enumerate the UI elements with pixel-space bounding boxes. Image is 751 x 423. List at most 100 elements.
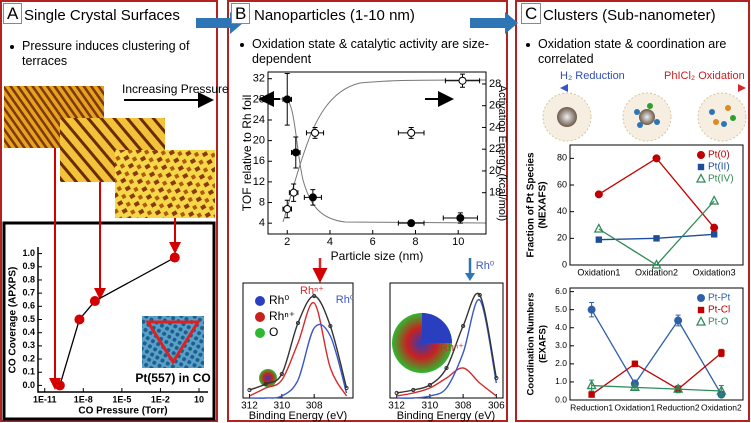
axis-line xyxy=(37,247,208,393)
data-point xyxy=(283,95,292,104)
legend-label: Pt(IV) xyxy=(708,174,734,185)
x-tick-label: 306 xyxy=(488,401,505,412)
x-tick-label: 308 xyxy=(306,401,323,412)
series-line xyxy=(396,292,498,394)
x-tick-label: 312 xyxy=(241,401,258,412)
y2-axis-label: Activation Energy (kcal/mol) xyxy=(496,85,508,221)
data-point xyxy=(477,292,482,298)
x-tick-label: Oxidation3 xyxy=(693,267,736,277)
annotation: Pt(557) in CO xyxy=(135,371,210,385)
x-tick-label: 1E-5 xyxy=(112,394,131,404)
x-tick-label: Oxidation2 xyxy=(701,402,742,412)
data-point xyxy=(456,214,465,223)
annotation: Rhⁿ⁺ xyxy=(300,285,324,297)
y-tick-label: 80 xyxy=(557,153,567,163)
y2-tick-label: 28 xyxy=(489,78,501,90)
data-point xyxy=(494,375,499,381)
data-point xyxy=(407,128,416,137)
data-point xyxy=(344,385,349,391)
x-axis-label: Particle size (nm) xyxy=(331,249,424,263)
data-point xyxy=(291,148,300,157)
x-tick-label: 10 xyxy=(194,394,204,404)
data-point xyxy=(312,293,317,299)
y-axis-label: Fraction of Pt Species xyxy=(526,152,537,257)
series-line xyxy=(591,309,722,395)
y-tick-label: 1.0 xyxy=(22,248,35,258)
x-tick-label: 10 xyxy=(452,236,464,248)
chart: 0 20 40 60 80 Oxidation1 Oxidation2 Oxidation3 F… xyxy=(526,144,744,277)
legend-label: Pt-Cl xyxy=(708,305,730,316)
legend-label: Pt-Pt xyxy=(708,293,730,304)
y-tick-label: 3.0 xyxy=(555,340,567,350)
x-tick-label: 2 xyxy=(284,236,290,248)
x-tick-label: 6 xyxy=(370,236,376,248)
data-point xyxy=(710,231,718,238)
legend-marker xyxy=(697,163,705,171)
fit-curve xyxy=(273,98,487,224)
series-line xyxy=(591,384,722,392)
x-tick-label: 310 xyxy=(422,401,439,412)
y-axis-label: CO Coverage (APXPS) xyxy=(8,267,19,374)
panel-label: A xyxy=(3,3,23,24)
y-tick-label: 20 xyxy=(557,233,567,243)
y-axis-label: (EXAFS) xyxy=(538,325,549,363)
data-point xyxy=(308,193,317,202)
y2-tick-label: 24 xyxy=(489,121,501,133)
y-tick-label: 2.0 xyxy=(555,358,567,368)
panel-title: Single Crystal Surfaces xyxy=(24,7,180,24)
y2-tick-label: 20 xyxy=(489,165,501,177)
data-point xyxy=(411,387,416,393)
x-tick-label: 312 xyxy=(388,401,405,412)
series-line xyxy=(598,200,715,266)
y-tick-label: 4 xyxy=(259,217,265,229)
data-point xyxy=(718,349,725,357)
legend-marker xyxy=(255,312,265,322)
y2-tick-label: 22 xyxy=(489,143,501,155)
data-point xyxy=(652,154,661,163)
data-point xyxy=(709,195,720,205)
data-point xyxy=(710,223,719,232)
y-tick-label: 40 xyxy=(557,206,567,216)
panel-c-border xyxy=(515,0,750,422)
panel-title: Clusters (Sub-nanometer) xyxy=(543,7,716,24)
y-tick-label: 0.5 xyxy=(22,314,35,324)
data-point xyxy=(458,76,467,85)
y-tick-label: 0.4 xyxy=(22,327,35,337)
x-axis-label: CO Pressure (Torr) xyxy=(78,406,167,417)
redox-arrow-head xyxy=(738,84,746,92)
series-line xyxy=(249,295,348,391)
legend-label: Rhⁿ⁺ xyxy=(269,309,295,323)
legend-marker xyxy=(255,328,265,338)
series-line xyxy=(591,352,722,396)
legend-label: Rh⁰ xyxy=(269,293,289,307)
y2-tick-label: 18 xyxy=(489,187,501,199)
data-point xyxy=(279,371,284,377)
legend-label: Pt(II) xyxy=(708,162,730,173)
y-tick-label: 0.6 xyxy=(22,301,35,311)
legend-label: O xyxy=(269,325,278,339)
data-point xyxy=(328,323,333,329)
y-tick-label: 0 xyxy=(562,259,567,269)
cluster-outline xyxy=(145,320,201,365)
annotation: Rhⁿ⁺ xyxy=(440,342,464,354)
data-point xyxy=(295,320,301,326)
y-tick-label: 1.0 xyxy=(555,376,567,386)
data-point xyxy=(674,316,683,325)
data-point xyxy=(394,390,399,396)
nanoparticle xyxy=(259,369,277,387)
note: H₂ Reduction xyxy=(560,70,625,82)
x-tick-label: 1E-2 xyxy=(151,394,170,404)
chart: 0.0 0.1 0.2 0.3 0.4 0.5 0.6 0.7 0.8 0.9 1.0 1E-11 1E… xyxy=(8,247,211,417)
series-line xyxy=(396,367,497,397)
x-axis-label: Binding Energy (eV) xyxy=(249,410,347,422)
note: Increasing Pressure xyxy=(122,82,229,96)
series-line xyxy=(249,302,348,397)
legend-marker xyxy=(697,294,705,302)
data-point xyxy=(593,223,604,233)
x-tick-label: Oxidation1 xyxy=(577,267,620,277)
x-tick-label: Oxidation1 xyxy=(615,402,656,412)
y-tick-label: 32 xyxy=(253,73,265,85)
